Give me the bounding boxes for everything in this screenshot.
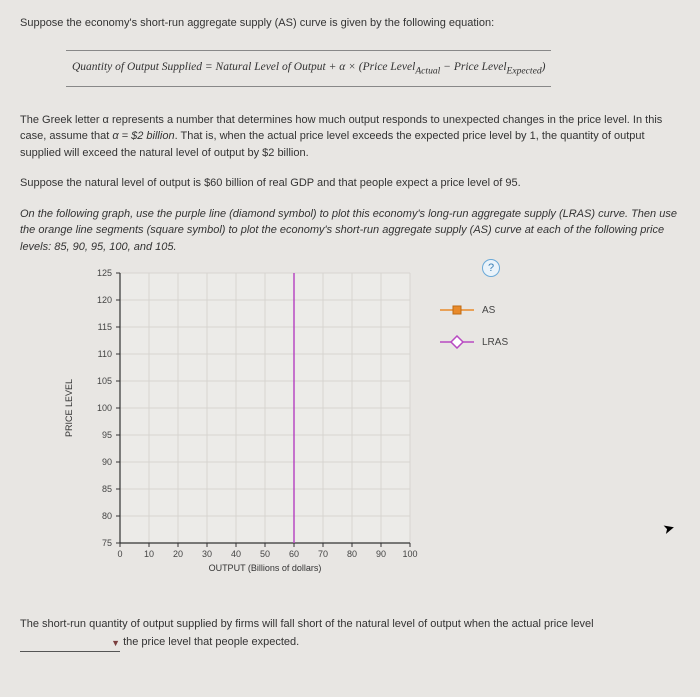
svg-text:120: 120 (97, 295, 112, 305)
paragraph-setup: Suppose the natural level of output is $… (20, 175, 680, 192)
legend-lras[interactable]: LRAS (440, 335, 508, 349)
formula-sub1: Actual (415, 65, 440, 76)
svg-text:125: 125 (97, 268, 112, 278)
svg-text:60: 60 (289, 549, 299, 559)
lras-symbol (440, 335, 474, 349)
formula-rhs-end: ) (542, 61, 546, 73)
svg-text:75: 75 (102, 538, 112, 548)
bottom-t2: the price level that people expected. (123, 636, 299, 648)
formula: Quantity of Output Supplied = Natural Le… (66, 50, 551, 87)
svg-text:105: 105 (97, 376, 112, 386)
svg-text:10: 10 (144, 549, 154, 559)
chart-area[interactable]: 0 10 20 30 40 50 60 70 80 90 100 75 80 85 90 95 100 105 11… (40, 263, 580, 578)
formula-container: Quantity of Output Supplied = Natural Le… (44, 50, 680, 87)
svg-text:40: 40 (231, 549, 241, 559)
svg-text:50: 50 (260, 549, 270, 559)
fill-in-sentence: The short-run quantity of output supplie… (20, 616, 680, 652)
legend-lras-label: LRAS (482, 337, 508, 348)
svg-text:95: 95 (102, 430, 112, 440)
svg-text:90: 90 (102, 457, 112, 467)
svg-text:90: 90 (376, 549, 386, 559)
formula-rhs-a: Natural Level of Output + α × (Price Lev… (216, 61, 416, 73)
svg-text:85: 85 (102, 484, 112, 494)
as-symbol (440, 303, 474, 317)
svg-text:115: 115 (98, 322, 112, 332)
caret-down-icon: ▼ (111, 636, 120, 650)
cursor-icon: ➤ (661, 519, 677, 538)
svg-text:OUTPUT (Billions of dollars): OUTPUT (Billions of dollars) (209, 563, 322, 573)
answer-dropdown[interactable]: ▼ (20, 634, 120, 653)
formula-sub2: Expected (507, 65, 542, 76)
intro-text: Suppose the economy's short-run aggregat… (20, 15, 680, 32)
formula-rhs-mid: − Price Level (440, 61, 506, 73)
svg-text:110: 110 (98, 349, 112, 359)
svg-text:PRICE LEVEL: PRICE LEVEL (64, 379, 74, 437)
formula-lhs: Quantity of Output Supplied (72, 61, 202, 73)
svg-text:30: 30 (202, 549, 212, 559)
svg-text:80: 80 (102, 511, 112, 521)
formula-eq: = (202, 61, 216, 73)
svg-text:0: 0 (117, 549, 122, 559)
paragraph-alpha: The Greek letter α represents a number t… (20, 112, 680, 162)
legend: AS LRAS (440, 303, 508, 367)
svg-text:80: 80 (347, 549, 357, 559)
legend-as-label: AS (482, 305, 495, 316)
svg-text:100: 100 (97, 403, 112, 413)
svg-text:70: 70 (318, 549, 328, 559)
para1-b: α = $2 billion (112, 130, 174, 142)
svg-text:100: 100 (402, 549, 417, 559)
chart-wrapper: ? 01020304050607080901007580859095100105… (40, 263, 580, 578)
svg-text:20: 20 (173, 549, 183, 559)
graph-instruction: On the following graph, use the purple l… (20, 206, 680, 256)
bottom-t1: The short-run quantity of output supplie… (20, 618, 594, 630)
legend-as[interactable]: AS (440, 303, 508, 317)
